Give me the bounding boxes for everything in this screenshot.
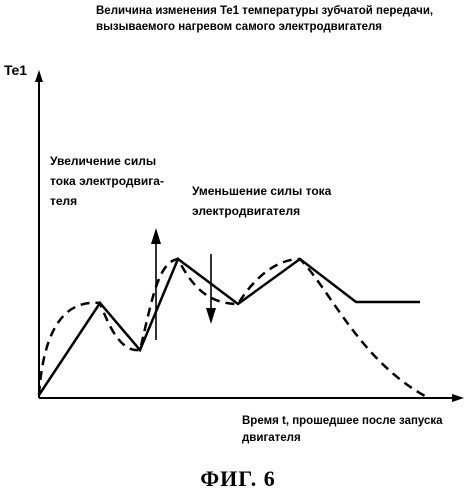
solid-temperature-curve [39, 259, 420, 395]
dashed-temperature-curve [39, 259, 425, 396]
decrease-arrow-head [206, 308, 216, 324]
x-axis-arrowhead [452, 394, 464, 402]
y-axis-arrowhead [35, 70, 43, 82]
increase-arrow-head [151, 228, 161, 244]
